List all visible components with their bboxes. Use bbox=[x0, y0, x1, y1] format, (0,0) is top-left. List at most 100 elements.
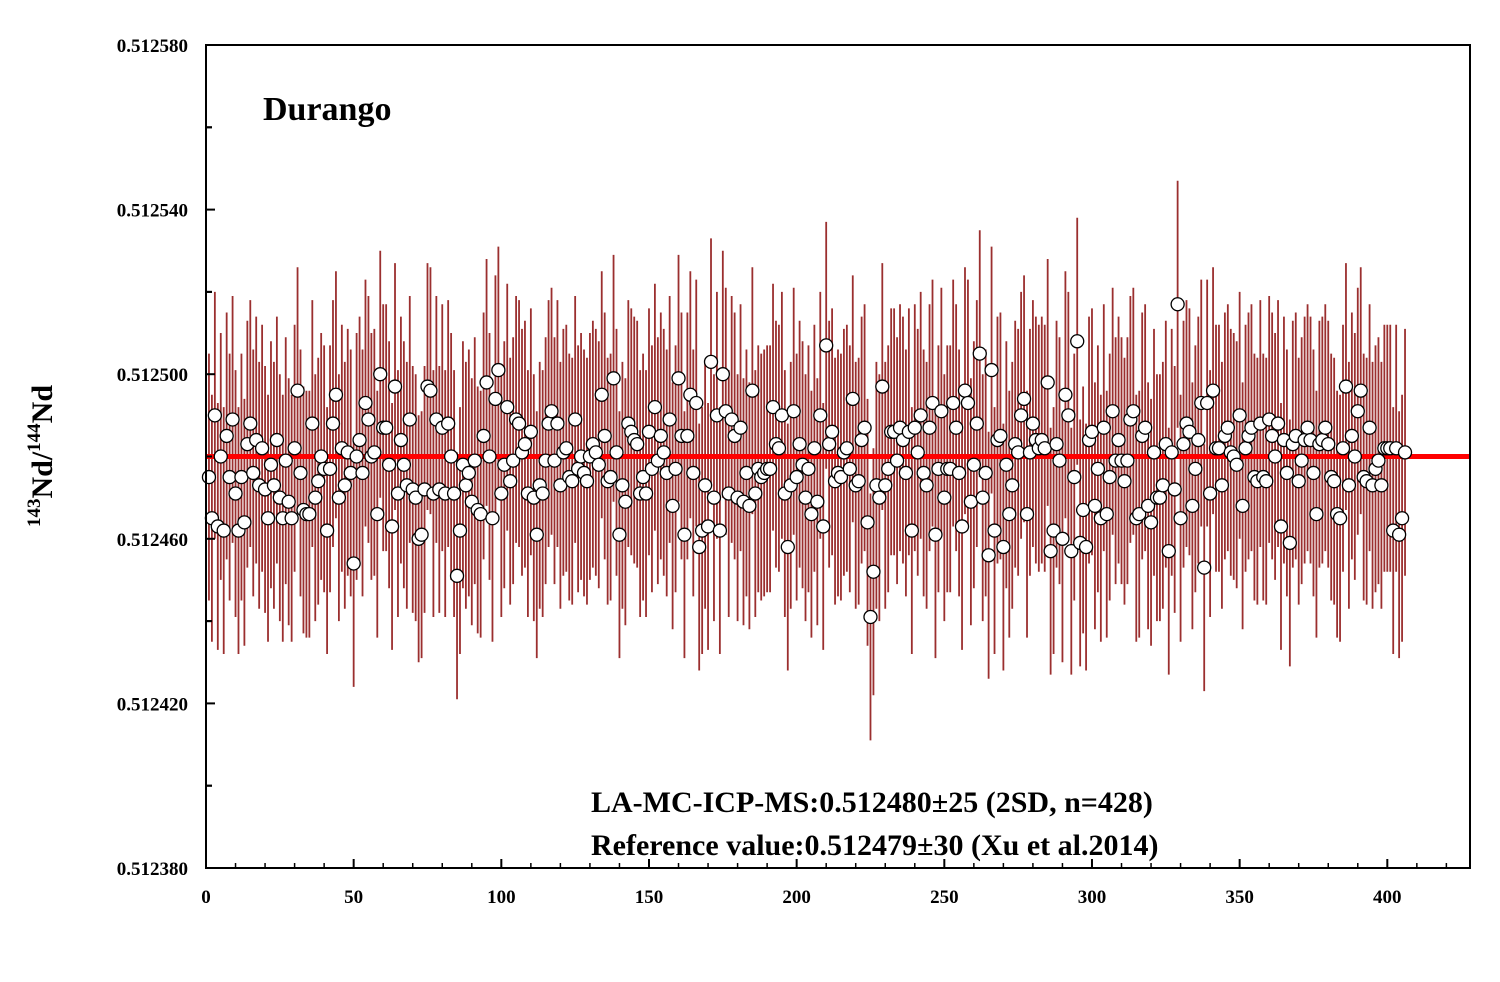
data-point bbox=[804, 506, 819, 522]
data-point bbox=[686, 465, 701, 481]
data-point bbox=[1052, 453, 1067, 468]
reference-value-annotation: Reference value:0.512479±30 (Xu et al.20… bbox=[591, 829, 1158, 862]
data-point bbox=[780, 539, 795, 555]
data-point bbox=[1075, 502, 1091, 518]
data-point bbox=[1037, 441, 1052, 456]
data-point bbox=[697, 478, 713, 493]
data-point bbox=[978, 465, 993, 481]
data-point bbox=[1229, 457, 1244, 472]
data-point bbox=[969, 416, 984, 431]
data-point bbox=[201, 469, 217, 485]
data-point bbox=[984, 362, 999, 378]
data-point bbox=[960, 395, 976, 411]
data-point bbox=[1078, 539, 1094, 555]
x-tick-label: 150 bbox=[635, 887, 664, 908]
data-point bbox=[260, 511, 276, 526]
data-point bbox=[1155, 478, 1171, 493]
data-point bbox=[966, 457, 982, 472]
data-point bbox=[916, 465, 931, 481]
data-point bbox=[612, 527, 627, 542]
data-point bbox=[1102, 469, 1117, 485]
data-point bbox=[819, 338, 834, 353]
data-point bbox=[461, 465, 476, 481]
data-point bbox=[311, 474, 326, 489]
data-point bbox=[479, 375, 494, 390]
y-tick-label: 0.512420 bbox=[117, 694, 188, 715]
data-point bbox=[665, 498, 680, 514]
data-point bbox=[1300, 420, 1315, 435]
data-point bbox=[1040, 375, 1055, 390]
data-point bbox=[656, 445, 671, 460]
data-point bbox=[488, 391, 503, 407]
data-point bbox=[816, 519, 831, 534]
data-point bbox=[319, 523, 335, 538]
data-point bbox=[1164, 445, 1179, 460]
data-point bbox=[798, 490, 813, 505]
data-point bbox=[473, 506, 488, 522]
data-point bbox=[402, 412, 417, 427]
y-axis-label-sup1: 143 bbox=[24, 499, 45, 528]
data-point bbox=[1202, 486, 1218, 501]
data-point bbox=[308, 490, 323, 505]
data-point bbox=[284, 511, 299, 526]
x-tick-label: 100 bbox=[487, 887, 516, 908]
data-point bbox=[857, 420, 872, 435]
data-point bbox=[774, 408, 790, 423]
data-point bbox=[1362, 420, 1377, 435]
x-tick-label: 400 bbox=[1373, 887, 1402, 908]
data-point bbox=[638, 486, 654, 501]
data-point bbox=[934, 404, 949, 419]
data-point bbox=[228, 486, 243, 501]
data-point bbox=[1335, 441, 1351, 456]
data-point bbox=[1374, 478, 1389, 493]
data-point bbox=[963, 494, 979, 509]
data-point bbox=[1341, 478, 1357, 493]
data-point bbox=[1084, 424, 1100, 439]
data-point bbox=[246, 465, 261, 481]
data-point bbox=[393, 432, 409, 448]
data-point bbox=[535, 486, 550, 501]
data-point bbox=[630, 437, 645, 452]
data-point bbox=[1306, 465, 1321, 481]
data-point bbox=[452, 523, 468, 538]
x-tick-label: 0 bbox=[201, 887, 211, 908]
data-point bbox=[603, 469, 618, 485]
data-point bbox=[1344, 428, 1360, 444]
data-point bbox=[951, 465, 967, 481]
data-point bbox=[1273, 519, 1289, 534]
data-point bbox=[851, 474, 866, 489]
data-point bbox=[491, 362, 506, 378]
data-point bbox=[703, 354, 719, 370]
data-point bbox=[414, 527, 429, 542]
data-point bbox=[833, 469, 849, 485]
data-point bbox=[919, 478, 934, 493]
data-point bbox=[467, 453, 482, 468]
data-point bbox=[739, 465, 754, 481]
data-point bbox=[913, 408, 928, 423]
data-point bbox=[842, 461, 857, 476]
data-point bbox=[987, 523, 1002, 538]
data-point bbox=[494, 486, 509, 501]
data-point bbox=[1238, 441, 1253, 456]
x-tick-label: 350 bbox=[1225, 887, 1254, 908]
data-point-group bbox=[201, 297, 1413, 625]
data-point bbox=[1309, 506, 1324, 522]
data-point bbox=[1016, 391, 1032, 407]
data-point bbox=[1019, 506, 1035, 522]
data-point bbox=[443, 449, 459, 464]
data-point bbox=[1191, 432, 1206, 448]
data-point bbox=[1182, 424, 1197, 439]
data-point bbox=[1099, 506, 1114, 522]
data-point bbox=[1318, 420, 1333, 435]
data-point bbox=[565, 474, 580, 489]
data-point bbox=[381, 457, 397, 472]
data-point bbox=[618, 494, 633, 509]
data-point bbox=[370, 506, 385, 522]
data-point bbox=[1120, 453, 1135, 468]
data-point bbox=[237, 515, 252, 530]
data-point bbox=[485, 511, 500, 526]
data-point bbox=[1005, 478, 1020, 493]
x-tick-label: 250 bbox=[930, 887, 959, 908]
